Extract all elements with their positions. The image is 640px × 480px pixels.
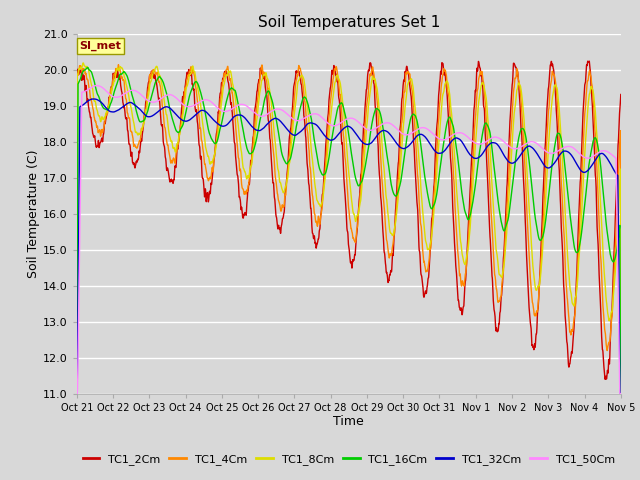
Text: SI_met: SI_met xyxy=(79,41,122,51)
Legend: TC1_2Cm, TC1_4Cm, TC1_8Cm, TC1_16Cm, TC1_32Cm, TC1_50Cm: TC1_2Cm, TC1_4Cm, TC1_8Cm, TC1_16Cm, TC1… xyxy=(78,450,620,469)
Title: Soil Temperatures Set 1: Soil Temperatures Set 1 xyxy=(258,15,440,30)
Y-axis label: Soil Temperature (C): Soil Temperature (C) xyxy=(28,149,40,278)
X-axis label: Time: Time xyxy=(333,415,364,429)
